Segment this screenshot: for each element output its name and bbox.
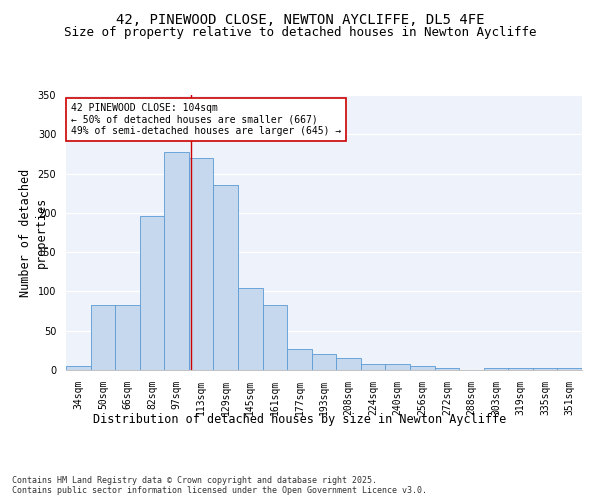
Bar <box>140 216 164 370</box>
Text: 42 PINEWOOD CLOSE: 104sqm
← 50% of detached houses are smaller (667)
49% of semi: 42 PINEWOOD CLOSE: 104sqm ← 50% of detac… <box>71 104 341 136</box>
Bar <box>66 366 91 370</box>
Text: 42, PINEWOOD CLOSE, NEWTON AYCLIFFE, DL5 4FE: 42, PINEWOOD CLOSE, NEWTON AYCLIFFE, DL5… <box>116 12 484 26</box>
Bar <box>410 366 434 370</box>
Bar <box>557 368 582 370</box>
Bar <box>312 354 336 370</box>
Bar <box>385 364 410 370</box>
Bar <box>336 358 361 370</box>
Bar <box>508 368 533 370</box>
Bar <box>91 305 115 370</box>
Bar <box>287 349 312 370</box>
Bar <box>484 368 508 370</box>
Text: Size of property relative to detached houses in Newton Aycliffe: Size of property relative to detached ho… <box>64 26 536 39</box>
Text: Contains HM Land Registry data © Crown copyright and database right 2025.
Contai: Contains HM Land Registry data © Crown c… <box>12 476 427 495</box>
Y-axis label: Number of detached
properties: Number of detached properties <box>19 168 47 296</box>
Bar <box>263 305 287 370</box>
Bar <box>115 305 140 370</box>
Bar <box>361 364 385 370</box>
Bar <box>434 368 459 370</box>
Bar <box>189 158 214 370</box>
Bar <box>214 186 238 370</box>
Text: Distribution of detached houses by size in Newton Aycliffe: Distribution of detached houses by size … <box>94 412 506 426</box>
Bar <box>238 288 263 370</box>
Bar <box>533 368 557 370</box>
Bar <box>164 152 189 370</box>
